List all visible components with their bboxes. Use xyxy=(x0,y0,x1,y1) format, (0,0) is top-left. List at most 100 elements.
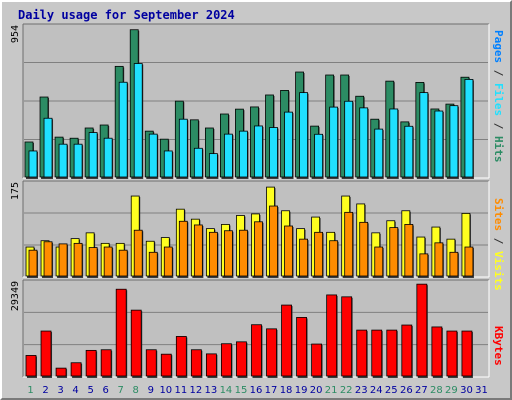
files-bar xyxy=(28,150,38,178)
sites-bar xyxy=(148,251,158,277)
kbytes-bar xyxy=(25,355,37,377)
files-bar xyxy=(148,133,158,178)
day-label: 22 xyxy=(340,385,353,396)
day-label: 16 xyxy=(250,385,263,396)
day-label: 20 xyxy=(310,385,323,396)
hits-ymax-label: 954 xyxy=(10,25,21,43)
day-label: 6 xyxy=(102,385,108,396)
sites-bar xyxy=(254,221,263,277)
day-label: 19 xyxy=(295,385,308,396)
legend-label-part: Files xyxy=(492,83,505,117)
kbytes-bar xyxy=(341,296,353,377)
day-label: 25 xyxy=(385,385,398,396)
sites-bar xyxy=(163,246,173,277)
sites-bar xyxy=(419,253,429,277)
day-label: 5 xyxy=(87,385,93,396)
files-bar xyxy=(103,137,113,178)
files-bar xyxy=(193,147,203,178)
day-label: 9 xyxy=(148,385,154,396)
files-bar xyxy=(464,79,474,178)
day-label: 2 xyxy=(42,385,48,396)
kbytes-bar xyxy=(160,353,172,377)
kbytes-bar xyxy=(85,349,97,377)
day-label: 21 xyxy=(325,385,338,396)
day-label: 28 xyxy=(430,385,443,396)
legend-label-part: KBytes xyxy=(492,326,505,366)
chart-title: Daily usage for September 2024 xyxy=(18,8,235,22)
day-label: 4 xyxy=(72,385,78,396)
sites-bar xyxy=(344,211,354,277)
day-label: 29 xyxy=(445,385,458,396)
files-bar xyxy=(178,118,188,178)
visits-sites-axis-label: Sites / Visits xyxy=(492,198,505,291)
kbytes-bar xyxy=(55,367,67,377)
files-bar xyxy=(118,81,128,178)
kbytes-bar xyxy=(70,362,82,377)
files-bar xyxy=(344,100,354,178)
legend-label-part: / xyxy=(492,63,505,83)
sites-bar xyxy=(284,225,293,277)
kbytes-bar xyxy=(190,349,202,377)
files-bar xyxy=(404,125,414,178)
kbytes-bar xyxy=(386,329,398,377)
legend-label-part: / xyxy=(492,116,505,136)
kbytes-bar xyxy=(416,283,428,377)
sites-bar xyxy=(404,224,414,277)
files-bar xyxy=(419,92,429,178)
day-label: 14 xyxy=(220,385,233,396)
kbytes-ymax-label: 29349 xyxy=(10,281,21,311)
files-bar xyxy=(434,110,444,178)
day-label: 26 xyxy=(400,385,413,396)
hits-files-pages-axis-label: Pages / Files / Hits xyxy=(492,30,505,163)
kbytes-bar xyxy=(266,328,277,377)
kbytes-bar xyxy=(236,341,247,377)
kbytes-bar xyxy=(461,330,473,377)
sites-bar xyxy=(73,242,83,277)
files-bar xyxy=(359,107,369,178)
kbytes-bar xyxy=(145,349,157,377)
kbytes-bar xyxy=(251,324,262,377)
kbytes-bar xyxy=(371,329,383,377)
sites-bar xyxy=(43,241,53,277)
day-label: 31 xyxy=(475,385,488,396)
day-label: 12 xyxy=(190,385,203,396)
sites-bar xyxy=(133,229,143,277)
kbytes-bar xyxy=(115,288,127,377)
files-bar xyxy=(254,125,263,178)
files-bar xyxy=(449,105,459,178)
sites-bar xyxy=(374,246,384,277)
kbytes-bar xyxy=(175,336,187,377)
files-bar xyxy=(329,106,339,178)
kbytes-bar xyxy=(221,343,232,377)
kbytes-bar xyxy=(296,317,307,377)
day-label: 8 xyxy=(133,385,139,396)
day-label: 30 xyxy=(460,385,473,396)
sites-bar xyxy=(88,247,98,277)
kbytes-bar xyxy=(100,349,112,377)
files-bar xyxy=(389,108,399,178)
legend-label-part: / xyxy=(492,231,505,251)
legend-label-part: Hits xyxy=(492,136,505,163)
files-bar xyxy=(163,150,173,178)
kbytes-bar xyxy=(281,304,292,377)
day-label: 1 xyxy=(27,385,33,396)
kbytes-bar xyxy=(130,309,142,377)
sites-bar xyxy=(389,227,399,277)
sites-bar xyxy=(299,238,308,277)
files-bar xyxy=(299,92,308,178)
kbytes-axis-label: KBytes xyxy=(492,326,505,366)
files-bar xyxy=(269,127,278,178)
sites-bar xyxy=(178,220,188,277)
sites-bar xyxy=(224,230,233,277)
day-label: 27 xyxy=(415,385,428,396)
day-label: 15 xyxy=(235,385,248,396)
day-label: 24 xyxy=(370,385,383,396)
kbytes-bar xyxy=(431,326,443,377)
files-bar xyxy=(73,143,83,178)
kbytes-bar xyxy=(205,353,217,377)
sites-bar xyxy=(58,243,68,277)
kbytes-bar xyxy=(356,329,368,377)
files-bar xyxy=(224,133,233,178)
day-label: 11 xyxy=(174,385,187,396)
